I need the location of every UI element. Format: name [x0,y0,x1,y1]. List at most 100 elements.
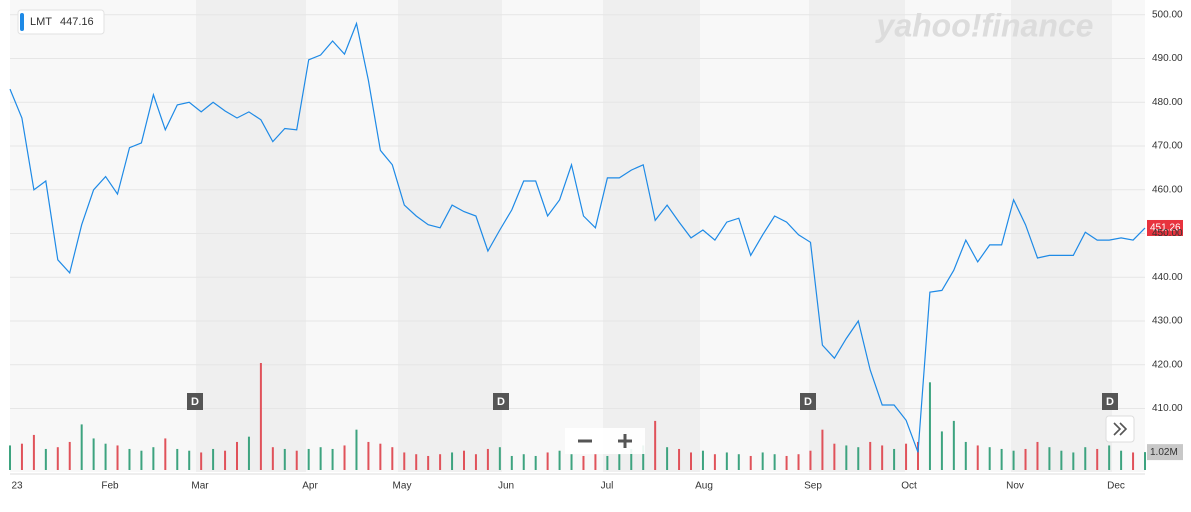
y-tick-label: 460.00 [1152,184,1183,195]
volume-bar [1144,452,1146,470]
volume-bar [988,447,991,470]
volume-bar [582,455,585,470]
ticker: LMT [30,16,52,28]
volume-bar [116,445,119,470]
volume-bar [247,436,250,470]
x-tick-label: Feb [101,481,119,492]
volume-bar [725,452,728,470]
volume-bar [666,447,669,470]
x-tick-label: Nov [1006,481,1024,492]
volume-bar [594,454,597,470]
volume-bar [785,455,788,470]
volume-bar [188,450,191,470]
volume-bar [522,454,525,470]
price: 451.26 [9,21,1183,453]
volume-bar [379,443,382,470]
dividend-label: D [1106,396,1114,408]
volume-bar [295,450,298,470]
volume-bar [259,363,262,470]
volume-bar [534,455,537,470]
volume-bar [224,450,227,470]
volume-bar [1048,447,1051,470]
x-tick-label: Sep [804,481,822,492]
y-tick-label: 490.00 [1152,53,1183,64]
y-tick-label: 430.00 [1152,316,1183,327]
x-tick-label: May [393,481,412,492]
volume-bar [869,441,872,470]
volume-bar [200,452,203,470]
volume-bar [152,447,155,470]
x-axis-labels: 23 Feb Mar Apr May Jun Jul Aug Sep Oct Nov Dec [11,481,1124,492]
volume-bar [80,424,83,470]
volume-bar [857,447,860,470]
volume-bar [928,382,931,470]
volume-bar [1096,448,1099,470]
volume-bar [319,447,322,470]
volume-bar [176,448,179,470]
volume-bar [68,441,71,470]
volume-bar [809,450,812,470]
dividend-label: D [191,396,199,408]
expand-button[interactable] [1105,415,1135,443]
month-bands [196,0,1112,472]
y-tick-label: 410.00 [1152,403,1183,414]
volume-bar [236,441,238,470]
volume-bar [1108,445,1111,470]
volume-bar [701,450,704,470]
volume-bar [415,454,418,470]
x-tick-label: Mar [191,481,209,492]
x-tick-label: 23 [11,481,23,492]
volume-bar [1072,452,1075,470]
dividend-box [1102,393,1118,410]
header: LMT 447.16 [17,9,105,35]
volume-bar [403,452,406,470]
volume-bar [451,452,454,470]
header-box [17,9,105,35]
volume-bar [140,450,143,470]
expand-icon [1113,422,1128,436]
y-tick-label: 450.00 [1152,228,1183,239]
volume-bar [427,455,430,470]
month-band [398,0,502,472]
volume-bar [893,448,896,470]
y-tick-label: 440.00 [1152,272,1183,283]
volume-bar [797,454,800,470]
volume-bar [1060,450,1063,470]
volume-bar [642,445,645,470]
x-tick-label: Aug [695,481,713,492]
volume-bar [940,431,943,470]
volume-bar [1024,448,1027,470]
dividend-box [800,393,816,410]
volume-bar [391,447,394,470]
x-tick-label: Oct [901,481,917,492]
volume-bar [1132,452,1135,470]
y-tick-label: 480.00 [1152,97,1183,108]
volume-bar [463,450,465,470]
volume-bar [821,429,824,470]
dividend-label: D [804,396,812,408]
volume-bar [964,441,967,470]
volume-bar [92,438,95,470]
volume-bar [486,448,489,470]
volume-bar [558,450,561,470]
volume-bar [881,445,884,470]
last-price-label: 451.26 [1150,223,1181,234]
volume-bar [1084,447,1087,470]
zoom-box [565,428,645,454]
header-price: 447.16 [60,16,94,28]
volume-bar [474,454,477,470]
volume-bar [439,454,442,470]
zoom-controls [565,428,645,454]
x-tick-label: Jul [601,481,614,492]
volume-bar [343,445,346,470]
volume-bar [1012,450,1015,470]
volume-bar [271,447,274,470]
volume-bar [570,454,573,470]
volume-bar [737,454,740,470]
y-axis-labels: 410.00 420.00 430.00 440.00 450.00 460.00 470.… [1152,9,1183,414]
volume-bar [104,443,107,470]
volume-bar [690,452,692,470]
volume-bar [331,448,334,470]
